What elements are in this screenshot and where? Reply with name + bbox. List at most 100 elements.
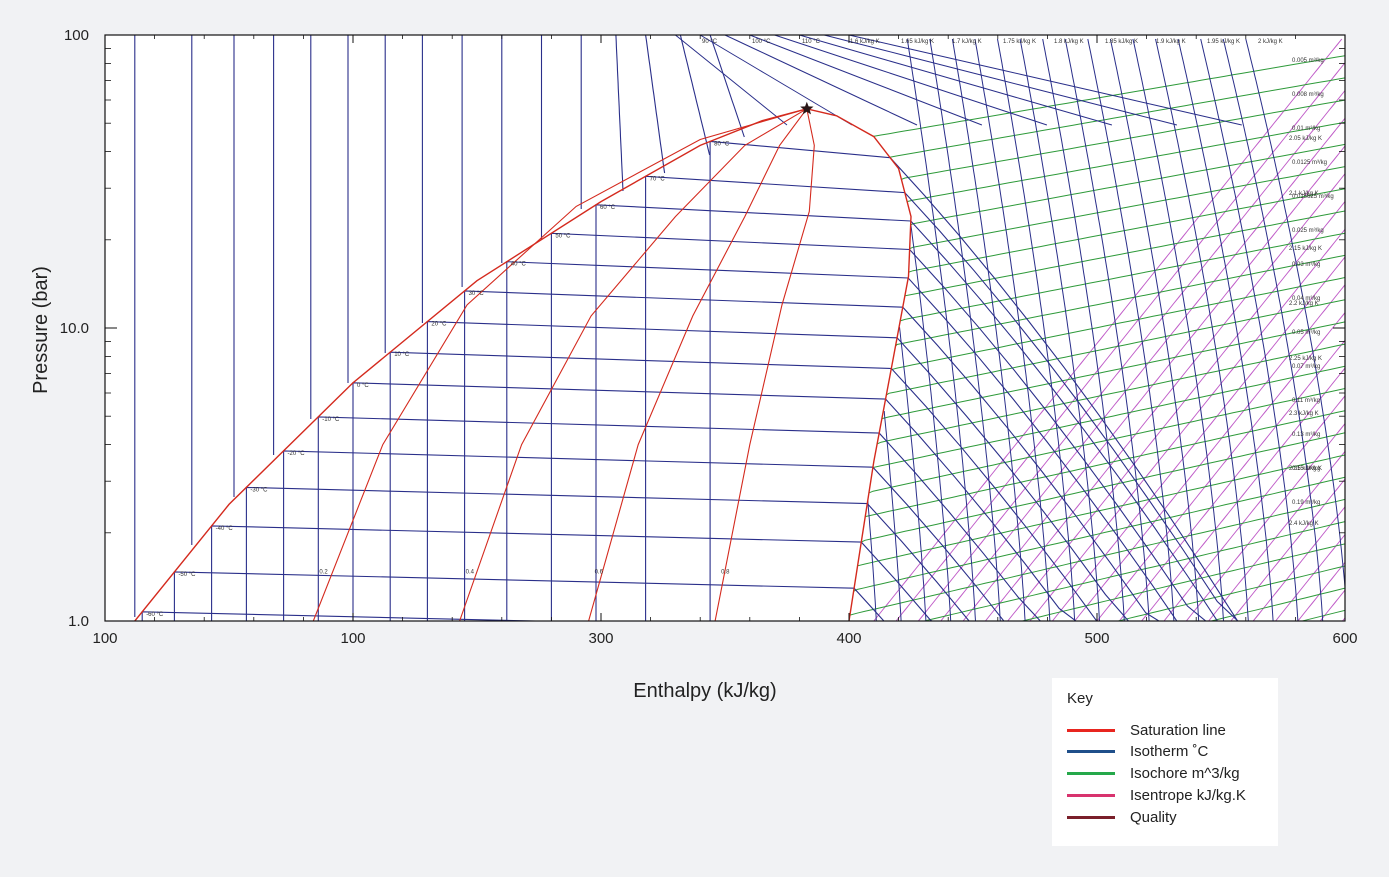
quality-line — [714, 108, 815, 621]
isotherm-label: -40 °C — [216, 526, 234, 532]
isochore-line — [868, 388, 1345, 494]
isotherm-label: -60 °C — [146, 612, 164, 618]
legend-swatch-quality — [1067, 815, 1115, 819]
legend-label-saturation: Saturation line — [1130, 721, 1226, 739]
isentrope-line — [1208, 450, 1345, 621]
isotherm-line — [675, 35, 788, 126]
legend-label-isotherm: Isotherm ˚C — [1130, 742, 1209, 760]
isotherm-line — [709, 35, 745, 138]
isotherm-line — [141, 611, 558, 621]
isotherm-line — [799, 35, 1113, 126]
isotherm-label: 110 °C — [802, 39, 821, 45]
isochore-line — [849, 498, 1345, 616]
saturation-line — [134, 108, 912, 621]
isentrope-line — [918, 89, 1345, 621]
isotherm-line — [699, 35, 853, 126]
isotherm-label: 40 °C — [511, 262, 527, 268]
isotherm-label: -50 °C — [178, 572, 196, 578]
y-tick-label: 100 — [64, 27, 89, 44]
isochore-label: 0.01 m³/kg — [1292, 126, 1320, 132]
isentrope-line — [1252, 506, 1345, 621]
isotherm-line — [749, 35, 983, 126]
isotherm-line — [1064, 38, 1150, 621]
isotherm-label: 90 °C — [702, 39, 718, 45]
isotherm-lines — [134, 35, 1345, 621]
isochore-line — [890, 277, 1345, 371]
isochore-line — [901, 99, 1345, 180]
x-tick-label: 100 — [340, 630, 365, 647]
isochore-line — [900, 232, 1345, 322]
isotherm-line — [615, 35, 624, 192]
isochore-line — [853, 476, 1345, 592]
isentrope-line — [1118, 339, 1345, 621]
isotherm-line — [426, 321, 1130, 621]
critical-point-star — [800, 101, 814, 115]
legend-item-isotherm: Isotherm ˚C — [1067, 741, 1208, 761]
isotherm-line — [867, 500, 877, 621]
isochore-label: 0.05 m³/kg — [1292, 330, 1320, 336]
x-tick-label: 500 — [1084, 630, 1109, 647]
isochore-line — [865, 410, 1345, 518]
isentrope-line — [1342, 617, 1345, 621]
axes: 100 100 300 400 500 600 1.0 10.0 100 — [60, 27, 1358, 647]
isotherm-line — [352, 382, 1077, 621]
quality-lines — [312, 108, 815, 621]
isochore-lines — [849, 55, 1345, 621]
quality-line — [459, 108, 808, 621]
quality-line — [588, 108, 808, 621]
isentrope-label: 1.9 kJ/kg K — [1156, 39, 1186, 45]
isotherm-label: 50 °C — [555, 233, 571, 239]
isotherm-label: 60 °C — [600, 205, 616, 211]
isentrope-label: 2.4 kJ/kg K — [1289, 521, 1319, 527]
isotherm-line — [1087, 38, 1175, 621]
isotherm-line — [899, 326, 927, 621]
isotherm-label: 30 °C — [469, 291, 485, 297]
isentrope-label: 1.7 kJ/kg K — [952, 39, 982, 45]
isochore-line — [910, 143, 1345, 226]
isentrope-label: 2.2 kJ/kg K — [1289, 301, 1319, 307]
quality-label: 0.4 — [466, 570, 475, 576]
isotherm-line — [1200, 38, 1299, 621]
legend-label-quality: Quality — [1130, 808, 1177, 826]
isotherm-line — [974, 38, 1051, 621]
isentrope-line — [1230, 478, 1345, 621]
isotherm-line — [883, 410, 902, 621]
isotherm-line — [1109, 38, 1200, 621]
x-tick-label: 600 — [1332, 630, 1357, 647]
legend-key: Key Saturation line Isotherm ˚C Isochore… — [1052, 678, 1278, 846]
plot-area — [105, 35, 1345, 621]
isochore-line — [857, 454, 1345, 567]
isotherm-label: -20 °C — [288, 451, 306, 457]
isochore-label: 0.07 m³/kg — [1292, 364, 1320, 370]
legend-swatch-isotherm — [1067, 749, 1115, 753]
isochore-label: 0.008 m³/kg — [1292, 92, 1324, 98]
isotherm-line — [1245, 38, 1345, 594]
isochore-label: 0.13 m³/kg — [1292, 432, 1320, 438]
isochore-line — [861, 432, 1345, 543]
isotherm-line — [211, 525, 934, 621]
x-tick-label: 100 — [92, 630, 117, 647]
isochore-label: 0.15 m³/kg — [1292, 466, 1320, 472]
isochore-line — [872, 365, 1345, 470]
isochore-line — [906, 121, 1345, 203]
isotherm-line — [595, 204, 1219, 621]
isotherm-label: -10 °C — [322, 417, 340, 423]
isentrope-label: 2.25 kJ/kg K — [1289, 356, 1322, 362]
isentrope-label: 2.1 kJ/kg K — [1289, 191, 1319, 197]
quality-label: 0.2 — [319, 570, 328, 576]
isotherm-label: 20 °C — [431, 322, 447, 328]
isotherm-label: -30 °C — [250, 487, 268, 493]
isentrope-label: 1.75 kJ/kg K — [1003, 39, 1036, 45]
isentrope-label: 1.6 kJ/kg K — [850, 39, 880, 45]
isochore-label: 0.19 m³/kg — [1292, 500, 1320, 506]
isochore-label: 0.015625 m³/kg — [1292, 194, 1334, 200]
isentrope-line — [895, 61, 1345, 621]
isotherm-line — [906, 38, 976, 621]
y-tick-label: 1.0 — [68, 613, 89, 630]
isotherm-line — [1177, 38, 1274, 621]
isotherm-label: 80 °C — [714, 141, 730, 147]
isentrope-line — [985, 172, 1345, 621]
isochore-line — [922, 521, 1345, 621]
isentrope-line — [1141, 367, 1345, 621]
isotherm-line — [464, 290, 1160, 621]
